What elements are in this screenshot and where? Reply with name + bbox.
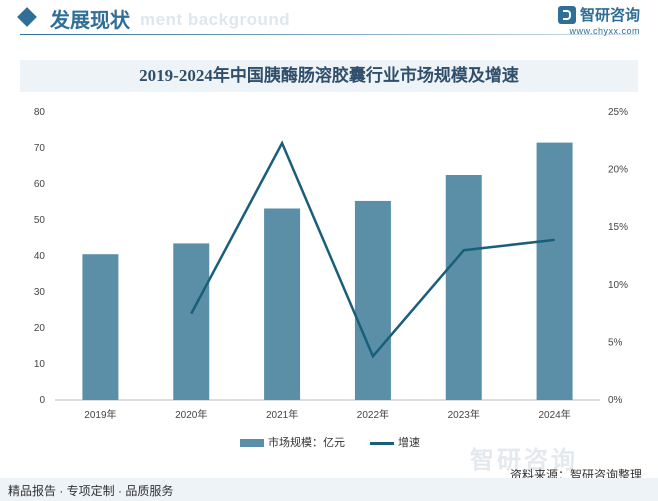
growth-line bbox=[190, 140, 555, 359]
chart-area: 0 10 20 30 40 50 60 70 80 0% 5% 10% 15% 20% 25% 2019年 20… bbox=[34, 107, 628, 421]
bar bbox=[82, 254, 119, 400]
y-left-tick-label: 20 bbox=[34, 323, 46, 334]
footer-slogan: 精品报告 · 专项定制 · 品质服务 bbox=[8, 484, 174, 498]
brand-url: www.chyxx.com bbox=[569, 26, 640, 36]
page-header: 发展现状 ment background 智研咨询 www.chyxx.com bbox=[0, 0, 658, 40]
y-left-tick-label: 10 bbox=[34, 359, 46, 370]
legend-item-line: 增速 bbox=[370, 434, 420, 450]
chart-title: 2019-2024年中国胰酶肠溶胶囊行业市场规模及增速 bbox=[20, 60, 638, 92]
ghost-subtitle: ment background bbox=[140, 10, 291, 29]
x-tick-label: 2020年 bbox=[175, 408, 207, 421]
x-tick-label: 2021年 bbox=[266, 408, 298, 421]
y-right-tick-label: 25% bbox=[608, 107, 628, 118]
y-right-tick-label: 15% bbox=[608, 222, 628, 233]
y-right-tick-label: 5% bbox=[608, 337, 623, 348]
bar bbox=[264, 208, 301, 400]
y-left-tick-label: 50 bbox=[34, 215, 46, 226]
x-tick-label: 2019年 bbox=[84, 408, 116, 421]
y-left-tick-label: 30 bbox=[34, 287, 46, 298]
header-rule bbox=[20, 34, 638, 35]
y-left-tick-label: 0 bbox=[39, 395, 45, 406]
legend-label-line: 增速 bbox=[398, 437, 420, 449]
legend-swatch-line bbox=[370, 441, 394, 445]
brand-icon bbox=[557, 5, 576, 24]
brand-name: 智研咨询 bbox=[579, 7, 640, 24]
watermark: 智研咨询 bbox=[470, 447, 578, 474]
y-right-tick-label: 20% bbox=[608, 165, 628, 176]
diamond-icon bbox=[17, 7, 37, 27]
bar bbox=[445, 175, 482, 400]
bar bbox=[173, 243, 210, 400]
footer-bar: 精品报告 · 专项定制 · 品质服务 bbox=[0, 478, 658, 501]
section-title: 发展现状 bbox=[50, 10, 130, 32]
legend-label-bar: 市场规模：亿元 bbox=[268, 437, 345, 449]
y-right-tick-label: 0% bbox=[608, 395, 623, 406]
legend-swatch-bar bbox=[240, 439, 264, 448]
y-left-tick-label: 60 bbox=[34, 179, 46, 190]
legend: 市场规模：亿元 增速 bbox=[0, 432, 658, 452]
x-tick-label: 2023年 bbox=[448, 408, 480, 421]
x-tick-label: 2024年 bbox=[538, 408, 570, 421]
y-left-tick-label: 40 bbox=[34, 251, 46, 262]
y-right-tick-label: 10% bbox=[608, 280, 628, 291]
x-tick-label: 2022年 bbox=[357, 408, 389, 421]
brand-logo: 智研咨询 www.chyxx.com bbox=[557, 4, 640, 36]
bar bbox=[536, 142, 573, 400]
legend-item-bar: 市场规模：亿元 bbox=[240, 434, 345, 450]
bar bbox=[354, 200, 391, 400]
y-left-tick-label: 70 bbox=[34, 143, 46, 154]
y-left-tick-label: 80 bbox=[34, 107, 46, 118]
